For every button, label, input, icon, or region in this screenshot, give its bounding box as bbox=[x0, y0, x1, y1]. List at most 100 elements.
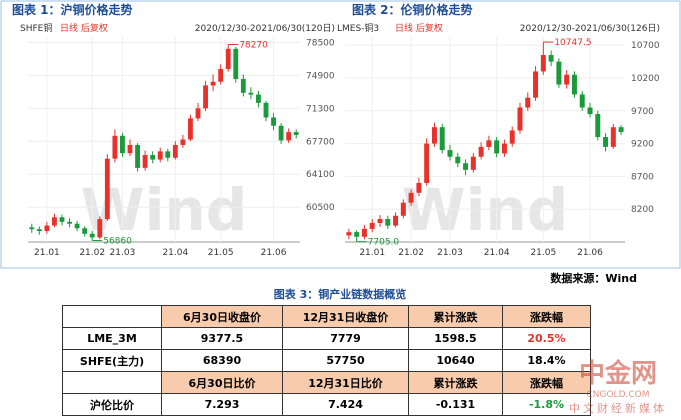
candle-body bbox=[393, 215, 399, 226]
candle-body bbox=[172, 144, 178, 158]
max-annotation: 78270 bbox=[239, 41, 268, 51]
x-tick-label: 21.06 bbox=[261, 248, 287, 258]
candle-body bbox=[150, 155, 156, 160]
candle-body bbox=[89, 233, 95, 238]
min-annotation: 7705.0 bbox=[368, 238, 400, 248]
table-row: LME_3M 9377.5 7779 1598.5 20.5% bbox=[62, 327, 591, 350]
candle-body bbox=[494, 140, 500, 154]
candle-body bbox=[225, 48, 231, 69]
watermark: 中金网 CNGOLD.COM 中文财经新媒体 bbox=[569, 353, 667, 416]
candle-body bbox=[540, 55, 546, 72]
table-cell: 累计涨跌 bbox=[408, 371, 503, 394]
subtitle: 日线 后复权 bbox=[395, 22, 443, 34]
table-cell: LME_3M bbox=[62, 327, 162, 350]
table-cell: 1598.5 bbox=[408, 327, 503, 350]
x-tick-label: 21.05 bbox=[208, 248, 234, 258]
candle-body bbox=[157, 151, 163, 160]
candle-body bbox=[165, 151, 171, 158]
candle-body bbox=[556, 61, 562, 85]
date-range: 2020/12/30-2021/06/30(120日) bbox=[195, 23, 335, 34]
candle-body bbox=[36, 229, 42, 232]
min-annotation: 56860 bbox=[103, 237, 132, 247]
table-cell: 累计涨跌 bbox=[408, 305, 503, 328]
y-tick-label: 78500 bbox=[306, 38, 335, 48]
x-tick-label: 21.02 bbox=[79, 248, 105, 258]
table-cell: 9377.5 bbox=[161, 327, 283, 350]
series-name: LMES-铜3 bbox=[337, 22, 379, 34]
y-tick-label: 9700 bbox=[631, 107, 654, 117]
candle-body bbox=[603, 137, 609, 147]
candle-body bbox=[501, 143, 507, 154]
table-cell: 57750 bbox=[282, 349, 409, 372]
candle-body bbox=[447, 150, 453, 157]
candle-body bbox=[29, 227, 35, 230]
table-cell: 68390 bbox=[161, 349, 283, 372]
table-cell: 6月30日比价 bbox=[161, 371, 283, 394]
candle-body bbox=[263, 102, 269, 118]
watermark-slogan: 中文财经新媒体 bbox=[569, 402, 667, 415]
max-annotation: 10747.5 bbox=[554, 38, 591, 48]
data-table: 6月30日收盘价 12月31日收盘价 累计涨跌 涨跌幅 LME_3M 9377.5 7779… bbox=[62, 305, 591, 416]
y-tick-label: 8200 bbox=[631, 205, 654, 215]
x-tick-label: 21.05 bbox=[530, 248, 556, 258]
candle-body bbox=[203, 85, 208, 109]
watermark-site: CNGOLD.COM bbox=[586, 390, 650, 400]
candle-body bbox=[533, 71, 539, 98]
candle-body bbox=[361, 228, 367, 237]
candle-body bbox=[377, 219, 383, 223]
x-tick-label: 21.04 bbox=[484, 248, 510, 258]
x-tick-label: 21.01 bbox=[359, 248, 385, 258]
candle-body bbox=[408, 192, 414, 203]
candle-body bbox=[97, 219, 103, 238]
table-cell: 沪伦比价 bbox=[62, 393, 162, 416]
candle-body bbox=[180, 139, 186, 145]
table-cell: 涨跌幅 bbox=[502, 305, 591, 328]
table-cell: 涨跌幅 bbox=[502, 371, 591, 394]
candle-body bbox=[127, 144, 133, 154]
candle-body bbox=[470, 156, 476, 170]
candle-body bbox=[369, 222, 375, 229]
candle-body bbox=[525, 97, 531, 108]
candle-body bbox=[354, 232, 360, 237]
y-tick-label: 74900 bbox=[306, 71, 335, 81]
chart-title: 图表 1：沪铜价格走势 bbox=[12, 2, 133, 17]
series-name: SHFE铜 bbox=[20, 22, 52, 34]
table-row: 6月30日比价 12月31日比价 累计涨跌 涨跌幅 bbox=[62, 371, 591, 394]
candle-body bbox=[142, 155, 148, 168]
candle-body bbox=[431, 127, 437, 144]
candle-body bbox=[439, 127, 445, 151]
candle-body bbox=[278, 125, 284, 141]
candle-body bbox=[286, 132, 292, 141]
candle-body bbox=[571, 74, 577, 95]
candle-body bbox=[618, 127, 624, 132]
candle-body bbox=[517, 107, 523, 131]
table-cell: 20.5% bbox=[502, 327, 591, 350]
x-tick-label: 21.03 bbox=[110, 248, 136, 258]
candle-body bbox=[587, 107, 593, 115]
table-cell: 6月30日收盘价 bbox=[161, 305, 283, 328]
table-cell: 7.424 bbox=[282, 393, 409, 416]
candle-body bbox=[610, 127, 616, 147]
table-cell: 12月31日比价 bbox=[282, 371, 409, 394]
y-tick-label: 10200 bbox=[631, 74, 660, 84]
candle-body bbox=[120, 135, 125, 154]
table-row: 6月30日收盘价 12月31日收盘价 累计涨跌 涨跌幅 bbox=[62, 305, 591, 328]
candle-body bbox=[44, 225, 50, 232]
table-cell: 7.293 bbox=[161, 393, 283, 416]
chart-title: 图表 2：伦铜价格走势 bbox=[352, 2, 473, 17]
source: 数据来源：Wind bbox=[550, 271, 637, 285]
y-tick-label: 64100 bbox=[306, 170, 335, 180]
table-row: 沪伦比价 7.293 7.424 -0.131 -1.8% bbox=[62, 393, 591, 416]
y-tick-label: 9200 bbox=[631, 140, 654, 150]
candle-body bbox=[486, 140, 492, 147]
charts: 数据来源：Wind 图表 3：铜产业链数据概览 图表 1：沪铜价格走势 SHFE铜… bbox=[0, 0, 681, 300]
candle-body bbox=[188, 118, 193, 140]
x-tick-label: 21.03 bbox=[437, 248, 463, 258]
candle-body bbox=[67, 221, 72, 224]
candle-body bbox=[195, 108, 201, 119]
candle-body bbox=[416, 182, 422, 193]
candle-body bbox=[112, 135, 118, 159]
table-cell bbox=[62, 371, 162, 394]
candle-body bbox=[385, 219, 391, 226]
